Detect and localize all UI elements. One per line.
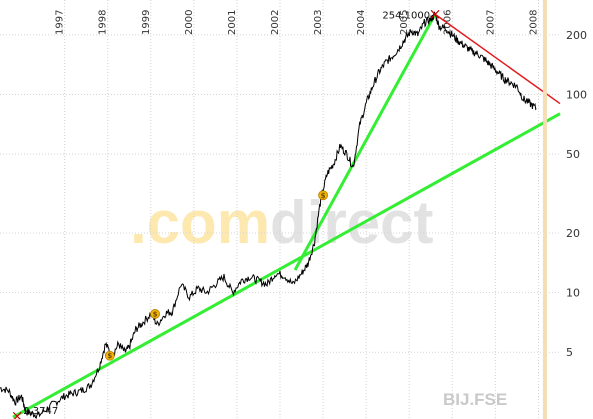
y-tick-label: 10 — [566, 287, 580, 300]
dividend-marker-label: $ — [321, 192, 326, 200]
y-tick-label: 5 — [566, 346, 573, 359]
dividend-marker-label: $ — [153, 310, 158, 318]
x-tick-label: 2005 — [399, 10, 410, 35]
x-tick-label: 2000 — [184, 10, 195, 35]
high-marker — [430, 9, 440, 19]
high-label: 254,1000 — [382, 10, 430, 21]
trend-lines — [12, 13, 561, 419]
trend-line — [293, 13, 437, 271]
price-series — [0, 11, 537, 419]
dividend-markers: $ $ $ — [104, 190, 328, 361]
y-tick-label: 100 — [566, 89, 587, 102]
x-tick-label: 2003 — [313, 10, 324, 35]
y-tick-label: 200 — [566, 29, 587, 42]
y-tick-label: 20 — [566, 227, 580, 240]
dividend-marker — [104, 350, 115, 361]
current-date-marker — [542, 0, 547, 419]
x-tick-label: 2002 — [270, 10, 281, 35]
low-label: 2,3747 — [23, 406, 58, 417]
x-tick-label: 2004 — [356, 10, 367, 35]
x-tick-label: 1997 — [55, 10, 66, 35]
symbol-label: BIJ.FSE — [443, 390, 507, 409]
x-tick-label: 1998 — [98, 10, 109, 35]
dividend-marker-label: $ — [107, 352, 112, 360]
x-tick-label: 2006 — [442, 10, 453, 35]
y-axis: 5 10 20 50 100 200 — [566, 29, 587, 359]
price-line — [0, 11, 537, 419]
watermark-com: .com — [130, 189, 270, 256]
trend-line — [12, 112, 561, 419]
watermark: .comdirect — [130, 189, 433, 256]
trend-line — [434, 13, 561, 105]
dividend-marker — [318, 190, 328, 201]
dividend-marker — [150, 309, 160, 319]
x-tick-label: 2008 — [528, 10, 539, 35]
x-axis: 1997 1998 1999 2000 2001 2002 2003 2004 2005 2006… — [55, 10, 540, 35]
x-tick-label: 2007 — [485, 10, 496, 35]
y-tick-label: 50 — [566, 148, 580, 161]
watermark-text: .comdirect — [130, 189, 433, 256]
x-tick-label: 2001 — [227, 10, 238, 35]
x-tick-label: 1999 — [141, 10, 152, 35]
